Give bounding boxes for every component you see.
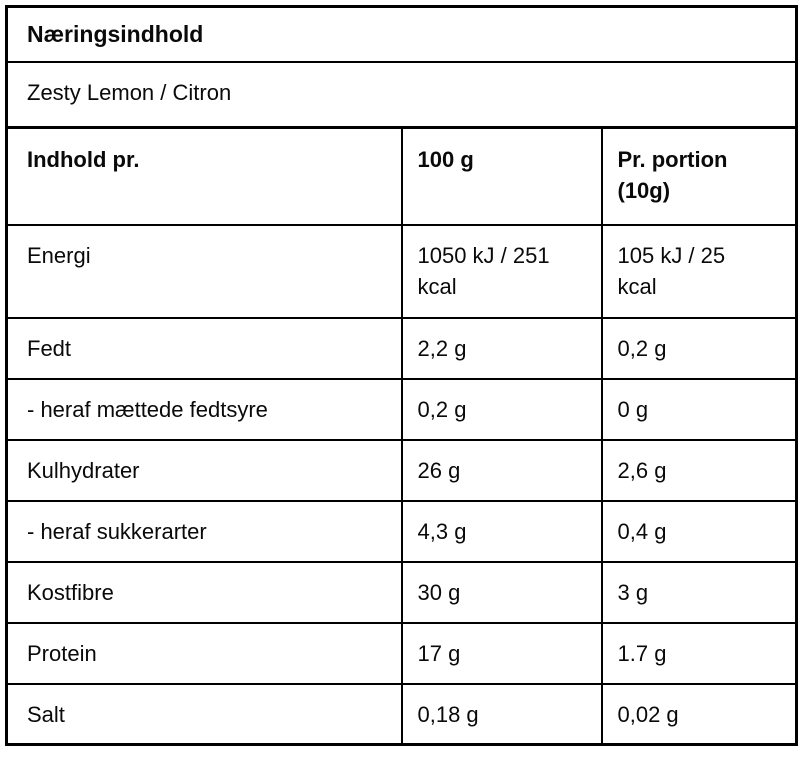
flavor-name: Zesty Lemon / Citron: [5, 60, 798, 129]
nutrient-label: Kostfibre: [5, 560, 403, 624]
nutrition-panel: Næringsindhold Zesty Lemon / Citron Indh…: [5, 5, 798, 746]
value-per-portion: 0,2 g: [600, 316, 798, 380]
table-row: Kulhydrater 26 g 2,6 g: [5, 438, 798, 502]
nutrient-label: Salt: [5, 682, 403, 746]
flavor-row: Zesty Lemon / Citron: [5, 60, 798, 129]
value-per-portion: 105 kJ / 25 kcal: [600, 223, 798, 319]
value-per-100g: 2,2 g: [400, 316, 603, 380]
value-per-portion: 0,02 g: [600, 682, 798, 746]
value-per-100g: 0,18 g: [400, 682, 603, 746]
nutrient-label: Energi: [5, 223, 403, 319]
table-row: - heraf sukkerarter 4,3 g 0,4 g: [5, 499, 798, 563]
table-row: - heraf mættede fedtsyre 0,2 g 0 g: [5, 377, 798, 441]
table-row: Energi 1050 kJ / 251 kcal 105 kJ / 25 kc…: [5, 223, 798, 319]
value-per-portion: 3 g: [600, 560, 798, 624]
value-per-portion: 0,4 g: [600, 499, 798, 563]
column-header-row: Indhold pr. 100 g Pr. portion (10g): [5, 126, 798, 226]
value-per-100g: 0,2 g: [400, 377, 603, 441]
nutrient-label: Protein: [5, 621, 403, 685]
value-per-portion: 2,6 g: [600, 438, 798, 502]
value-per-100g: 1050 kJ / 251 kcal: [400, 223, 603, 319]
table-row: Protein 17 g 1.7 g: [5, 621, 798, 685]
value-per-100g: 30 g: [400, 560, 603, 624]
table-row: Kostfibre 30 g 3 g: [5, 560, 798, 624]
table-row: Salt 0,18 g 0,02 g: [5, 682, 798, 746]
nutrient-label: - heraf mættede fedtsyre: [5, 377, 403, 441]
column-header-100g: 100 g: [400, 126, 603, 226]
value-per-100g: 17 g: [400, 621, 603, 685]
nutrient-label: Kulhydrater: [5, 438, 403, 502]
column-header-indhold-pr: Indhold pr.: [5, 126, 403, 226]
table-title: Næringsindhold: [5, 5, 798, 63]
column-header-portion: Pr. portion (10g): [600, 126, 798, 226]
nutrition-table: Næringsindhold Zesty Lemon / Citron Indh…: [5, 5, 798, 746]
nutrient-label: - heraf sukkerarter: [5, 499, 403, 563]
table-row: Fedt 2,2 g 0,2 g: [5, 316, 798, 380]
value-per-portion: 0 g: [600, 377, 798, 441]
value-per-100g: 4,3 g: [400, 499, 603, 563]
nutrient-label: Fedt: [5, 316, 403, 380]
table-title-row: Næringsindhold: [5, 5, 798, 63]
table-body: Energi 1050 kJ / 251 kcal 105 kJ / 25 kc…: [5, 223, 798, 746]
value-per-100g: 26 g: [400, 438, 603, 502]
value-per-portion: 1.7 g: [600, 621, 798, 685]
